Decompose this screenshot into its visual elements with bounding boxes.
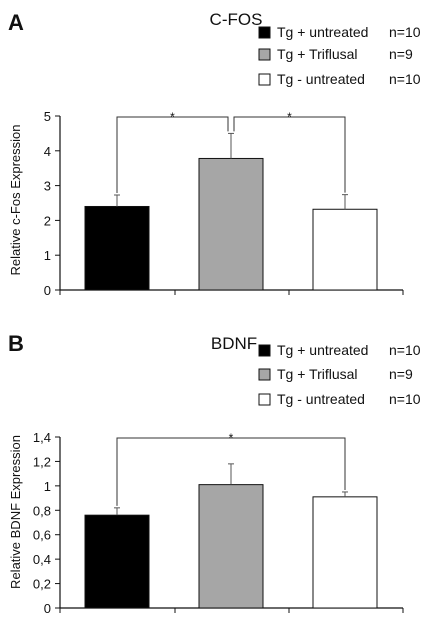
legend-swatch (258, 48, 271, 61)
bar-2 (198, 484, 264, 609)
y-tick-label: 2 (44, 213, 51, 228)
legend-n: n=9 (389, 366, 413, 382)
y-tick-label: 1 (44, 479, 51, 494)
legend-label: Tg - untreated (277, 391, 365, 407)
legend-n: n=10 (389, 391, 421, 407)
y-tick-label: 0,4 (33, 552, 51, 567)
legend-n: n=10 (389, 342, 421, 358)
legend-n: n=10 (389, 24, 421, 40)
y-tick-label: 0,6 (33, 528, 51, 543)
y-tick-label: 0,2 (33, 577, 51, 592)
y-tick-label: 1,4 (33, 430, 51, 445)
legend-swatch (258, 368, 271, 381)
panel-label: B (8, 331, 24, 356)
chart-title: C-FOS (210, 10, 263, 29)
significance-star: * (170, 110, 175, 124)
y-axis-label: Relative BDNF Expression (8, 435, 23, 589)
legend-swatch (258, 344, 271, 357)
y-tick-label: 3 (44, 179, 51, 194)
legend-n: n=9 (389, 46, 413, 62)
y-axis-label: Relative c-Fos Expression (8, 125, 23, 276)
panel-label: A (8, 10, 24, 35)
legend-label: Tg - untreated (277, 71, 365, 87)
bar-2 (198, 157, 264, 291)
legend-label: Tg + Triflusal (277, 46, 358, 62)
legend-label: Tg + untreated (277, 342, 368, 358)
bar-1 (84, 514, 150, 609)
y-tick-label: 0 (44, 283, 51, 298)
significance-star: * (287, 110, 292, 124)
legend-label: Tg + Triflusal (277, 366, 358, 382)
y-tick-label: 0,8 (33, 503, 51, 518)
significance-bracket (116, 116, 229, 193)
bar-1 (84, 205, 150, 291)
significance-star: * (229, 431, 234, 445)
y-tick-label: 1 (44, 248, 51, 263)
legend-n: n=10 (389, 71, 421, 87)
legend-swatch (258, 73, 271, 86)
significance-bracket (233, 116, 346, 193)
legend-label: Tg + untreated (277, 24, 368, 40)
y-tick-label: 4 (44, 144, 51, 159)
bar-3 (312, 496, 378, 609)
y-tick-label: 1,2 (33, 454, 51, 469)
significance-bracket (116, 437, 346, 506)
y-tick-label: 5 (44, 109, 51, 124)
bar-3 (312, 208, 378, 291)
legend-swatch (258, 26, 271, 39)
y-tick-label: 0 (44, 601, 51, 616)
legend-swatch (258, 393, 271, 406)
chart-title: BDNF (211, 334, 257, 353)
